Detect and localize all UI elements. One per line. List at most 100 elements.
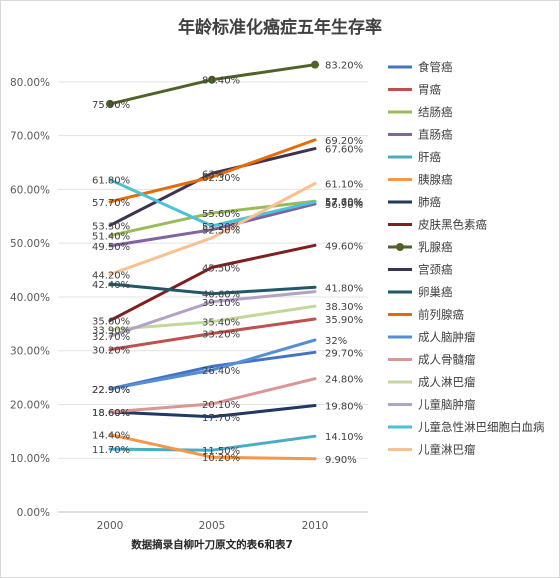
- legend-entry: 儿童淋巴瘤: [418, 443, 476, 457]
- data-label: 52.50%: [202, 226, 240, 237]
- x-axis-caption: 数据摘录自柳叶刀原文的表6和表7: [130, 538, 293, 551]
- data-label: 35.40%: [202, 318, 240, 329]
- legend-entry: 食管癌: [418, 60, 453, 74]
- data-label: 22.90%: [92, 385, 130, 396]
- series-line: [108, 377, 317, 414]
- series-line: [108, 404, 317, 419]
- data-label: 17.70%: [202, 413, 240, 424]
- data-label: 35.60%: [92, 317, 130, 328]
- data-label: 55.60%: [202, 209, 240, 220]
- legend-entry: 结肠癌: [418, 105, 453, 119]
- data-label: 30.20%: [92, 346, 130, 357]
- x-tick-label: 2000: [97, 520, 124, 532]
- data-label: 41.80%: [325, 283, 363, 294]
- data-label: 75.90%: [92, 100, 130, 111]
- data-label: 14.10%: [325, 432, 363, 443]
- data-label: 42.40%: [92, 280, 130, 291]
- legend-entry: 前列腺癌: [418, 308, 464, 322]
- data-label: 45.50%: [202, 263, 240, 274]
- data-label: 44.20%: [92, 270, 130, 281]
- data-label: 53.30%: [92, 221, 130, 232]
- data-label: 32%: [325, 336, 347, 347]
- data-label: 26.40%: [202, 366, 240, 377]
- data-label: 53.20%: [202, 222, 240, 233]
- data-label: 62.30%: [202, 173, 240, 184]
- data-label: 9.90%: [325, 455, 357, 466]
- data-label: 63%: [202, 169, 224, 180]
- x-tick-label: 2005: [199, 520, 226, 532]
- data-label: 11.50%: [202, 446, 240, 457]
- y-tick-label: 40.00%: [10, 292, 50, 304]
- data-label: 32.70%: [92, 332, 130, 343]
- data-label: 56.90%: [325, 200, 363, 211]
- series-line: [108, 434, 317, 452]
- legend-entry: 肝癌: [418, 150, 441, 164]
- data-label: 11.70%: [92, 445, 130, 456]
- data-label: 83.20%: [325, 61, 363, 72]
- series-line: [108, 282, 317, 296]
- legend-entry: 成人骨髓瘤: [418, 353, 476, 367]
- legend-entry: 胃癌: [418, 83, 441, 97]
- data-label: 49.50%: [92, 242, 130, 253]
- series-lines: [106, 60, 319, 461]
- series-line: [108, 199, 317, 238]
- data-label: 19.80%: [325, 402, 363, 413]
- data-label: 61.10%: [325, 179, 363, 190]
- data-labels: 22.90% 29.70% 30.20% 33.20% 35.90% 51.40% 55.6…: [92, 61, 363, 466]
- data-point-marker: [208, 75, 216, 84]
- legend-entry: 成人淋巴瘤: [418, 375, 476, 389]
- legend-entry: 儿童脑肿瘤: [418, 398, 476, 412]
- y-tick-label: 80.00%: [10, 77, 50, 89]
- legend-entry: 儿童急性淋巴细胞白血病: [418, 420, 545, 434]
- legend-entry: 成人脑肿瘤: [418, 330, 476, 344]
- legend-entry: 皮肤黑色素癌: [418, 218, 487, 232]
- data-label: 57.60%: [325, 197, 363, 208]
- series-line: [108, 147, 317, 227]
- data-label: 18.60%: [92, 408, 130, 419]
- y-tick-label: 0.00%: [17, 507, 50, 519]
- legend: 食管癌胃癌结肠癌直肠癌肝癌胰腺癌肺癌皮肤黑色素癌乳腺癌宫颈癌卵巢癌前列腺癌成人脑…: [388, 60, 545, 457]
- data-label: 67.60%: [325, 145, 363, 156]
- legend-entry: 卵巢癌: [418, 285, 453, 299]
- series-line: [108, 317, 317, 352]
- data-label: 57.70%: [92, 198, 130, 209]
- y-tick-label: 70.00%: [10, 131, 50, 143]
- data-label: 22.90%: [92, 385, 130, 396]
- data-point-marker: [106, 99, 114, 108]
- data-label: 20.10%: [202, 400, 240, 411]
- series-line: [108, 202, 317, 248]
- x-tick-label: 2010: [302, 520, 329, 532]
- data-label: 18.60%: [92, 408, 130, 419]
- data-label: 80.40%: [202, 76, 240, 87]
- data-label: 51.40%: [92, 232, 130, 243]
- data-label: 14.40%: [92, 431, 130, 442]
- y-tick-label: 50.00%: [10, 238, 50, 250]
- legend-entry: 肺癌: [418, 195, 441, 209]
- legend-entry: 宫颈癌: [418, 263, 453, 277]
- data-label: 33.90%: [92, 326, 130, 337]
- y-tick-label: 60.00%: [10, 184, 50, 196]
- data-label: 33.20%: [202, 330, 240, 341]
- y-tick-label: 30.00%: [10, 346, 50, 358]
- series-line: [108, 290, 317, 338]
- chart-title: 年龄标准化癌症五年生存率: [178, 17, 382, 38]
- y-tick-label: 20.00%: [10, 399, 50, 411]
- data-label: 40.60%: [202, 290, 240, 301]
- data-label: 29.70%: [325, 348, 363, 359]
- legend-marker: [396, 243, 404, 251]
- data-label: 39.10%: [202, 298, 240, 309]
- legend-entry: 胰腺癌: [418, 173, 453, 187]
- series-line: [108, 304, 317, 332]
- data-label: 24.80%: [325, 375, 363, 386]
- series-line: [108, 338, 317, 391]
- series-line: [108, 182, 317, 276]
- data-label: 49.60%: [325, 241, 363, 252]
- y-tick-label: 10.00%: [10, 453, 50, 465]
- data-label: 61.80%: [92, 176, 130, 187]
- series-line: [108, 433, 317, 461]
- data-label: 57.70%: [325, 198, 363, 209]
- data-label: 10.20%: [202, 453, 240, 464]
- series-line: [108, 178, 317, 228]
